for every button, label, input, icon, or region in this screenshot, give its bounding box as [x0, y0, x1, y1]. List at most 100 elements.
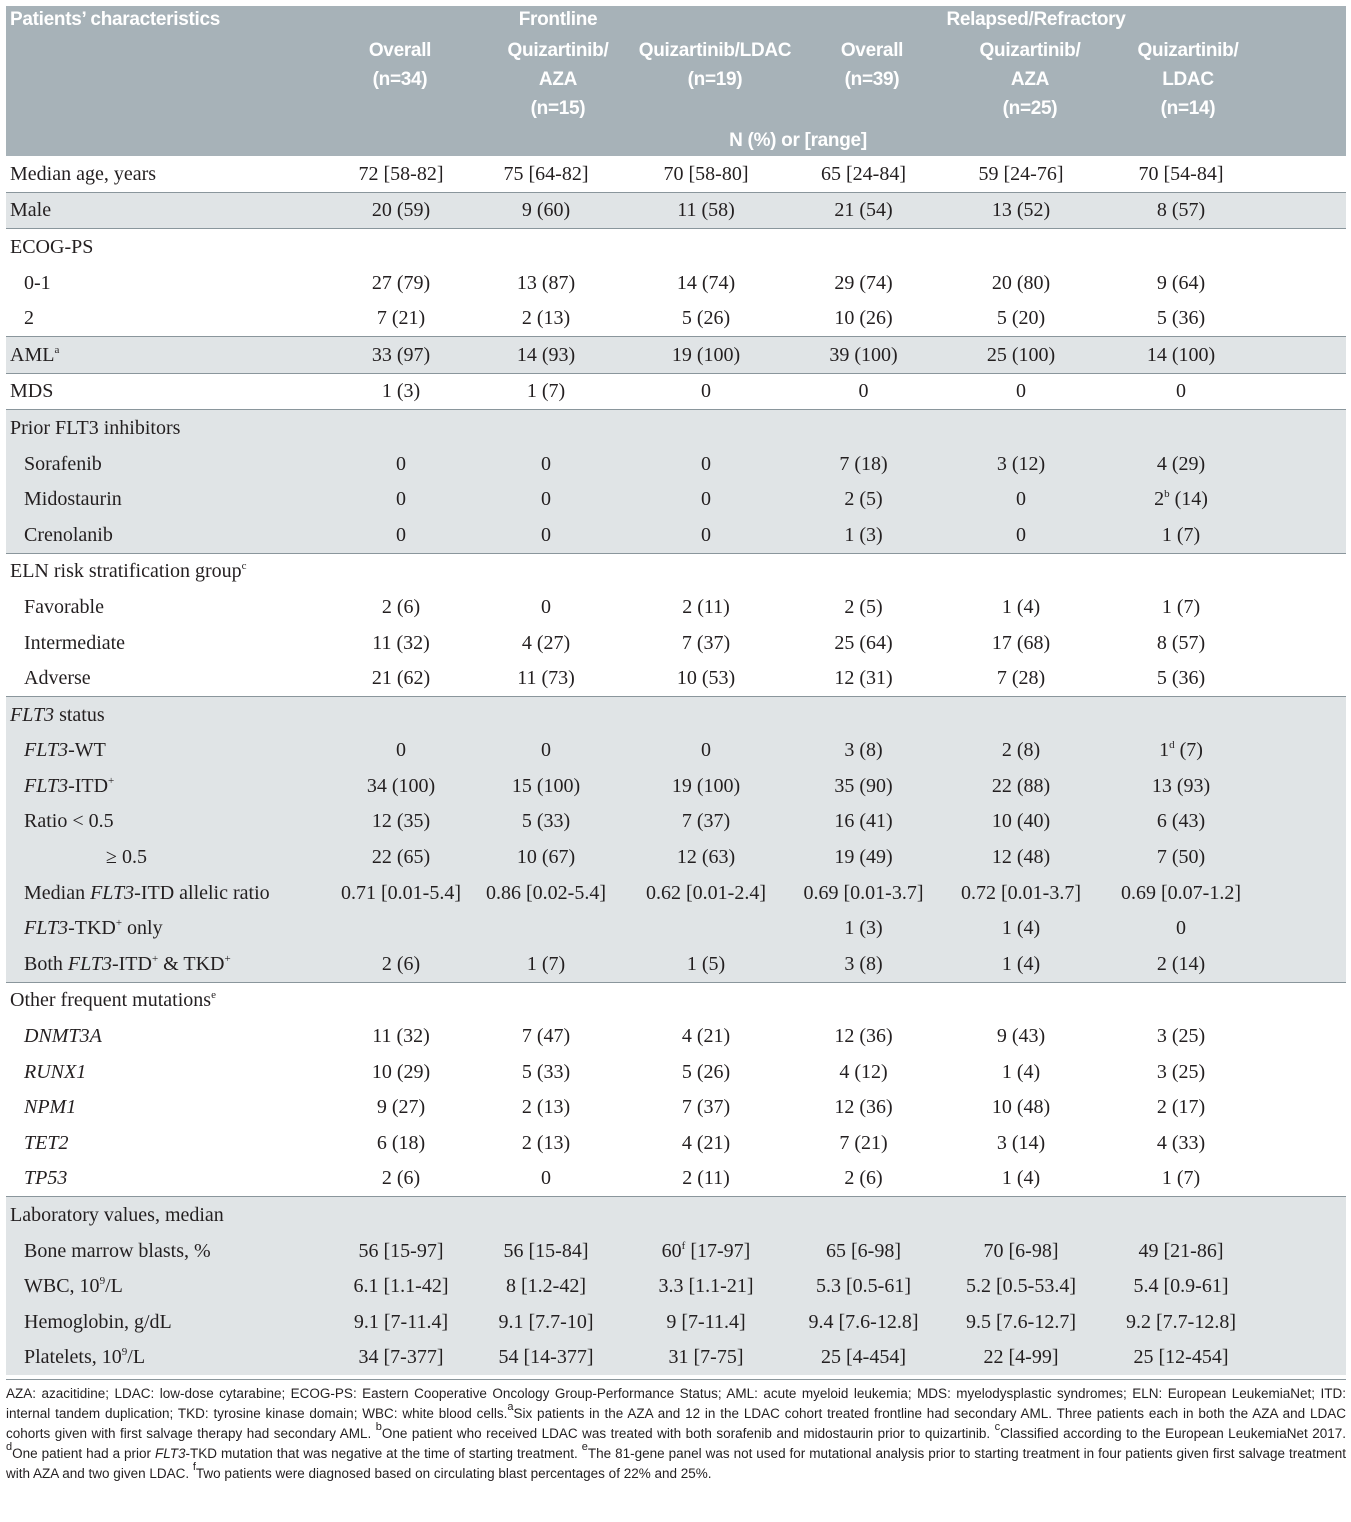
cell-col-4: 4 (12) — [839, 1060, 888, 1083]
cell-col-3: 0 — [626, 445, 786, 482]
row-label: Prior FLT3 inhibitors — [6, 409, 336, 446]
cell-col-3: 0 — [626, 481, 786, 517]
row-label: Intermediate — [24, 631, 126, 654]
row-padding — [1261, 1339, 1346, 1376]
cell-col-6: 5.4 [0.9-61] — [1101, 1268, 1261, 1304]
header-col-frontline-ldac: Quizartinib/LDAC (n=19) — [638, 40, 792, 90]
row-padding — [1261, 589, 1346, 625]
cell-col-6: 49 [21-86] — [1101, 1232, 1261, 1269]
cell-col-2: 8 [1.2-42] — [466, 1268, 626, 1304]
cell-col-6: 3 (25) — [1156, 1060, 1206, 1083]
cell-col-1: 34 (100) — [336, 768, 466, 804]
row-label: Ratio < 0.5 — [6, 803, 336, 840]
cell-col-2: 5 (33) — [521, 1060, 571, 1083]
cell-col-6: 5 (36) — [1156, 307, 1206, 330]
row-label: NPM1 — [24, 1096, 77, 1119]
cell-col-6: 8 (57) — [1156, 631, 1206, 654]
cell-col-4: 19 (49) — [786, 839, 941, 875]
row-label: FLT3-ITD+ — [6, 768, 336, 804]
cell-col-5: 25 (100) — [941, 335, 1101, 374]
cell-col-1: 9 (27) — [376, 1096, 426, 1119]
table-row: ECOG-PS — [6, 228, 1346, 265]
cell-col-3: 9 [7-11.4] — [626, 1304, 786, 1340]
cell-col-3: 0 — [626, 516, 786, 554]
cell-col-2: 13 (87) — [516, 271, 576, 294]
table-row: Ratio < 0.5 12 (35) 5 (33) 7 (37) 16 (41) 10 … — [6, 803, 1346, 840]
cell-col-3 — [626, 228, 786, 265]
cell-col-1: 6 (18) — [376, 1131, 426, 1154]
cell-col-6: 0.69 [0.07-1.2] — [1101, 874, 1261, 911]
cell-col-6: 7 (50) — [1101, 839, 1261, 875]
row-padding — [1261, 1054, 1346, 1090]
cell-col-5: 10 (48) — [991, 1096, 1051, 1119]
cell-col-3: 0 — [626, 372, 786, 410]
cell-col-5: 1 (4) — [1001, 595, 1041, 618]
cell-col-6: 1 (7) — [1101, 516, 1261, 554]
cell-col-5: 13 (52) — [941, 191, 1101, 229]
table-header: Patients’ characteristics Frontline Rela… — [6, 6, 1346, 156]
table-row: Platelets, 109/L 34 [7-377] 54 [14-377] 31 … — [6, 1339, 1346, 1376]
cell-col-3: 7 (37) — [681, 631, 731, 654]
cell-col-1 — [336, 552, 466, 590]
table-row: Median FLT3-ITD allelic ratio 0.71 [0.01-… — [6, 874, 1346, 911]
cell-col-5 — [941, 228, 1101, 265]
cell-col-3: 0 — [626, 732, 786, 769]
cell-col-3: 1 (5) — [626, 946, 786, 983]
table-row: ELN risk stratification groupc — [6, 552, 1346, 590]
table-row: Prior FLT3 inhibitors — [6, 409, 1346, 446]
table-row: Midostaurin 0 0 0 2 (5) 0 2b (14) — [6, 481, 1346, 517]
row-label: TET2 — [24, 1131, 69, 1154]
cell-col-5 — [941, 695, 1101, 733]
cell-col-4: 12 (31) — [834, 667, 893, 690]
cell-col-1: 2 (6) — [381, 1167, 421, 1190]
cell-col-5: 0 — [941, 372, 1101, 410]
table-page: Patients’ characteristics Frontline Rela… — [6, 6, 1346, 1484]
row-padding — [1261, 372, 1346, 410]
cell-col-1: 12 (35) — [336, 803, 466, 840]
row-label: DNMT3A — [24, 1025, 102, 1048]
cell-col-5: 2 (8) — [941, 732, 1101, 769]
cell-col-1: 7 (21) — [376, 307, 426, 330]
cell-col-4: 16 (41) — [786, 803, 941, 840]
cell-col-1: 27 (79) — [371, 271, 431, 294]
cell-col-3: 19 (100) — [626, 768, 786, 804]
cell-col-5: 3 (12) — [941, 445, 1101, 482]
row-label: FLT3-WT — [6, 732, 336, 769]
cell-col-6: 70 [54-84] — [1138, 162, 1224, 185]
row-label: TP53 — [24, 1167, 68, 1190]
cell-col-3 — [626, 910, 786, 947]
cell-col-3: 0.62 [0.01-2.4] — [626, 874, 786, 911]
cell-col-2 — [466, 409, 626, 446]
cell-col-1: 0 — [336, 445, 466, 482]
cell-col-6: 1 (7) — [1161, 1167, 1201, 1190]
cell-col-3 — [626, 552, 786, 590]
table-footnote: AZA: azacitidine; LDAC: low-dose cytarab… — [6, 1379, 1346, 1484]
row-padding — [1261, 1232, 1346, 1269]
cell-col-2: 0 — [541, 595, 551, 618]
cell-col-4: 2 (6) — [844, 1167, 883, 1190]
row-label: Laboratory values, median — [6, 1196, 336, 1233]
cell-col-4: 1 (3) — [786, 516, 941, 554]
row-padding — [1261, 481, 1346, 517]
table-row: RUNX1 10 (29) 5 (33) 5 (26) 4 (12) 1 (4) 3 (25… — [6, 1054, 1346, 1090]
cell-col-3: 7 (37) — [626, 803, 786, 840]
cell-col-3: 2 (11) — [682, 595, 730, 618]
table-row: Other frequent mutationse — [6, 981, 1346, 1019]
cell-col-3: 12 (63) — [626, 839, 786, 875]
row-padding — [1261, 768, 1346, 804]
table-row: 2 7 (21) 2 (13) 5 (26) 10 (26) 5 (20) 5 (36) — [6, 300, 1346, 336]
row-padding — [1261, 732, 1346, 769]
cell-col-4: 3 (8) — [786, 732, 941, 769]
cell-col-1 — [336, 981, 466, 1019]
cell-col-4: 2 (5) — [786, 481, 941, 517]
cell-col-2: 0.86 [0.02-5.4] — [466, 874, 626, 911]
table-row: MDS 1 (3) 1 (7) 0 0 0 0 — [6, 372, 1346, 410]
cell-col-6: 4 (29) — [1101, 445, 1261, 482]
cell-col-5: 0.72 [0.01-3.7] — [941, 874, 1101, 911]
row-label: Midostaurin — [6, 481, 336, 517]
cell-col-5: 7 (28) — [996, 667, 1046, 690]
cell-col-1: 22 (65) — [336, 839, 466, 875]
cell-col-5 — [941, 981, 1101, 1019]
cell-col-2: 0 — [466, 481, 626, 517]
table-row: NPM1 9 (27) 2 (13) 7 (37) 12 (36) 10 (48) 2 (1… — [6, 1089, 1346, 1125]
